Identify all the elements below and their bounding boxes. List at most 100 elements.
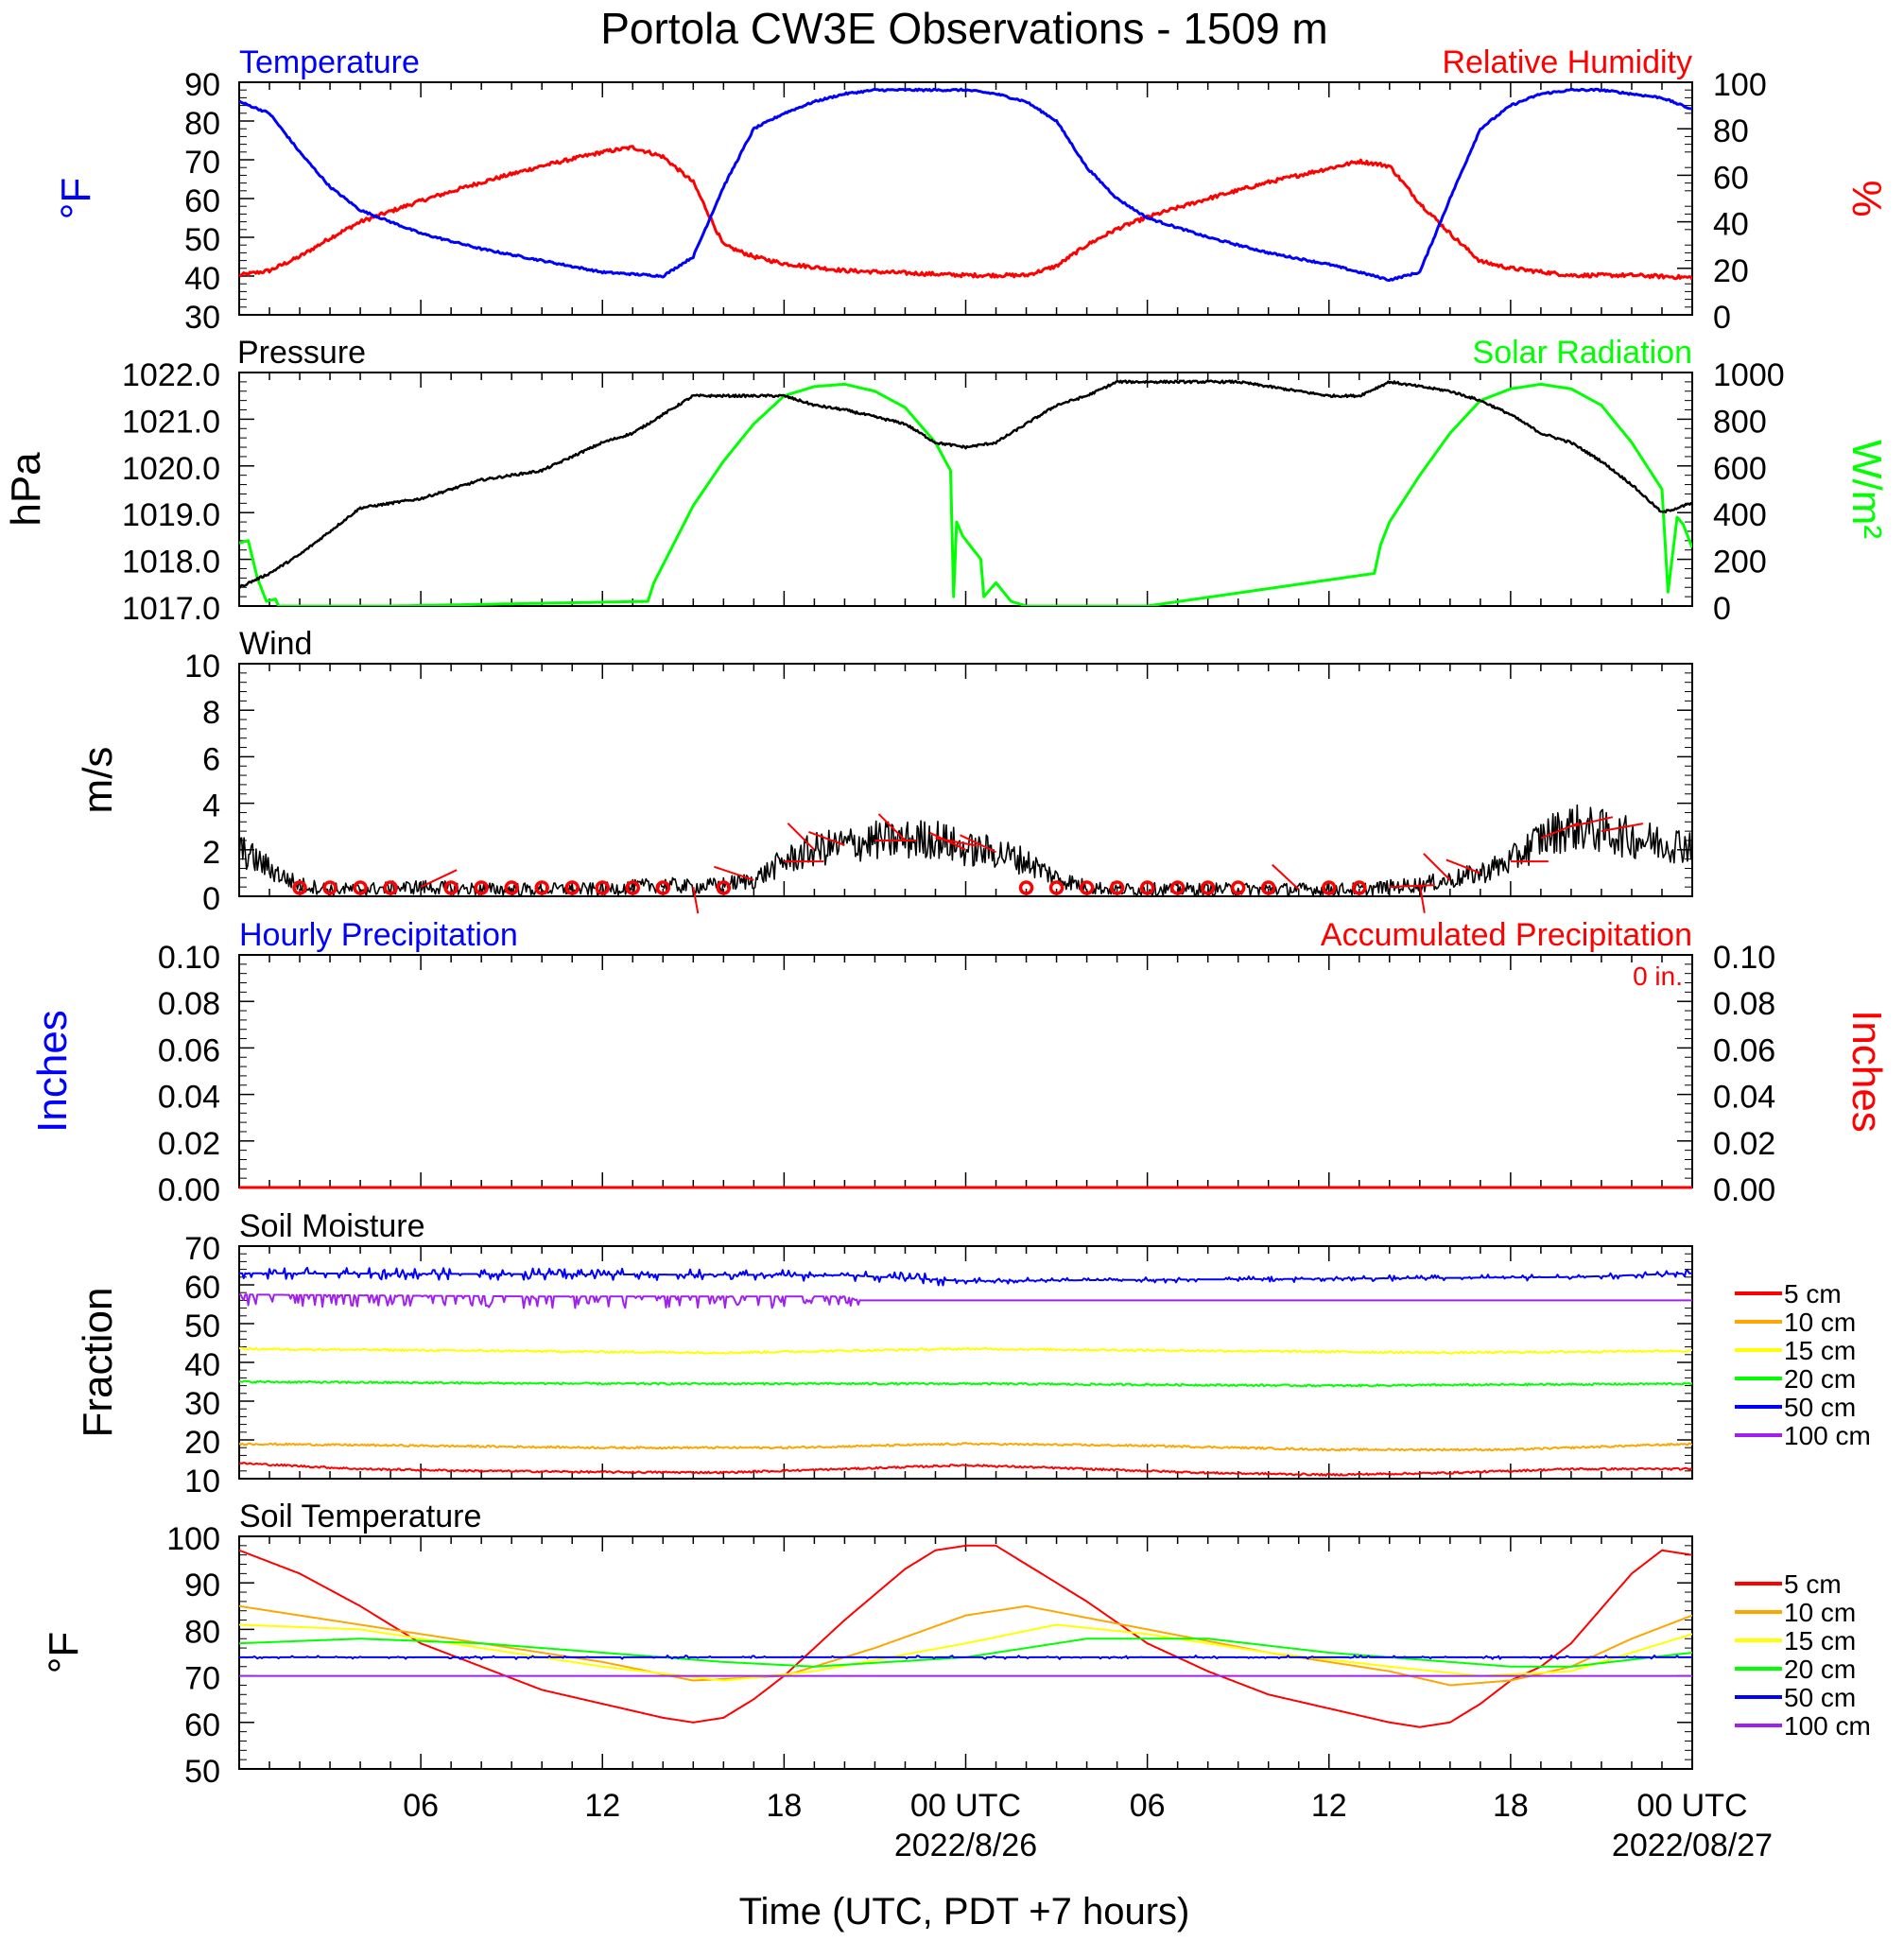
calm-wind-circle [1048,880,1065,895]
y-tick-label-right: 600 [1713,451,1767,487]
y-tick-label-left: 60 [184,1707,220,1743]
soil-moisture-line [239,1442,1692,1452]
y-tick-label-left: 40 [184,261,220,297]
calm-wind-circle [534,880,549,895]
legend-label: 100 cm [1784,1421,1871,1450]
y-tick-label-left: 8 [202,695,220,731]
y-tick-label-right: 40 [1713,207,1749,243]
legend-label: 10 cm [1784,1308,1856,1337]
y-tick-label-right: 0.08 [1713,986,1775,1022]
y-tick-label-right: 80 [1713,113,1749,149]
soil-temperature-line [239,1544,1692,1728]
calm-wind-circle [1200,880,1216,895]
legend-label: 50 cm [1784,1683,1856,1712]
plot-frame [238,663,1693,897]
x-tick-label: 00 UTC [1636,1788,1747,1824]
humidity-unit: % [1843,180,1890,217]
panel-wind: 0 2 4 6 8 10 [184,649,1693,917]
x-tick-label: 00 UTC [910,1788,1021,1824]
hourly-precip-title: Hourly Precipitation [239,917,518,953]
legend-label: 15 cm [1784,1336,1856,1365]
wind-barb [877,813,907,841]
x-tick-label: 12 [1311,1788,1347,1824]
y-tick-label-left: 90 [184,1568,220,1603]
y-tick-label-left: 70 [184,145,220,181]
wind-unit: m/s [75,747,121,814]
solar-unit: W/m² [1843,440,1890,539]
soil-moisture-title: Soil Moisture [239,1208,425,1244]
y-tick-label-left: 0.00 [158,1172,220,1208]
x-tick-label: 18 [1493,1788,1529,1824]
y-tick-label-left: 50 [184,222,220,258]
hourly-precip-unit: Inches [29,1010,76,1133]
soil-moisture-line [239,1266,1692,1287]
calm-wind-circle [1139,880,1155,895]
y-tick-label-right: 0 [1713,300,1731,336]
y-tick-label-left: 50 [184,1754,220,1790]
x-tick-label: 12 [584,1788,620,1824]
wind-barbs [292,813,1644,914]
y-tick-label-left: 0.04 [158,1080,220,1116]
y-tick-label-right: 0.00 [1713,1172,1775,1208]
y-tick-label-left: 20 [184,1425,220,1461]
x-axis: 06 12 18 00 UTC 2022/8/26 06 12 18 00 UTC 2022/08… [403,1788,1773,1863]
calm-wind-circle [1260,880,1276,895]
y-tick-label-right: 0.10 [1713,940,1775,976]
y-tick-label-left: 2 [202,835,220,871]
y-tick-label-left: 1021.0 [122,404,220,440]
temperature-unit: °F [53,178,99,219]
temp-rh-lines [239,87,1692,282]
y-tick-label-right: 20 [1713,253,1749,289]
wind-barb [714,865,754,881]
y-tick-label-left: 60 [184,183,220,219]
y-tick-label-left: 0 [202,881,220,917]
pressure-solar-lines [239,379,1692,606]
y-tick-label-right: 60 [1713,160,1749,196]
calm-wind-circle [1230,880,1246,895]
wind-barb [1601,823,1644,833]
y-tick-label-left: 80 [184,1614,220,1650]
y-tick-label-right: 1000 [1713,357,1785,393]
x-axis-label: Time (UTC, PDT +7 hours) [739,1891,1190,1932]
y-tick-label-left: 1017.0 [122,591,220,627]
y-tick-label-left: 1020.0 [122,451,220,487]
legend-label: 5 cm [1784,1279,1842,1308]
accum-precip-title: Accumulated Precipitation [1321,917,1692,953]
legend-label: 20 cm [1784,1655,1856,1684]
y-tick-label-left: 0.10 [158,940,220,976]
y-tick-label-right: 200 [1713,545,1767,581]
y-tick-label-left: 70 [184,1661,220,1697]
y-tick-label-left: 100 [166,1521,220,1557]
humidity-line [239,145,1692,281]
legend-label: 5 cm [1784,1569,1842,1599]
legend-label: 15 cm [1784,1626,1856,1655]
y-tick-label-right: 0.04 [1713,1080,1775,1116]
calm-wind-circle [322,880,338,895]
wind-barb [1418,884,1426,913]
wind-barb [1389,884,1435,889]
y-tick-label-left: 10 [184,1464,220,1499]
y-tick-label-right: 0 [1713,591,1731,627]
calm-wind-circle [625,880,641,895]
plot-frame [238,954,1693,1188]
calm-wind-circle [564,880,580,895]
legend-label: 20 cm [1784,1364,1856,1394]
x-tick-date: 2022/8/26 [894,1828,1037,1863]
soil-moisture-line [239,1346,1692,1355]
calm-wind-circle [443,880,459,895]
calm-wind-circle [655,880,671,895]
soil-moisture-lines [239,1266,1692,1477]
wind-barb [1423,853,1451,881]
y-tick-label-left: 40 [184,1347,220,1383]
calm-wind-circle [1018,880,1034,895]
y-tick-label-right: 0.06 [1713,1032,1775,1068]
soil-moisture-line [239,1293,1692,1309]
figure-title: Portola CW3E Observations - 1509 m [600,4,1328,53]
soil-temperature-line [239,1623,1692,1682]
temperature-title: Temperature [239,44,420,80]
y-tick-label-left: 90 [184,67,220,103]
